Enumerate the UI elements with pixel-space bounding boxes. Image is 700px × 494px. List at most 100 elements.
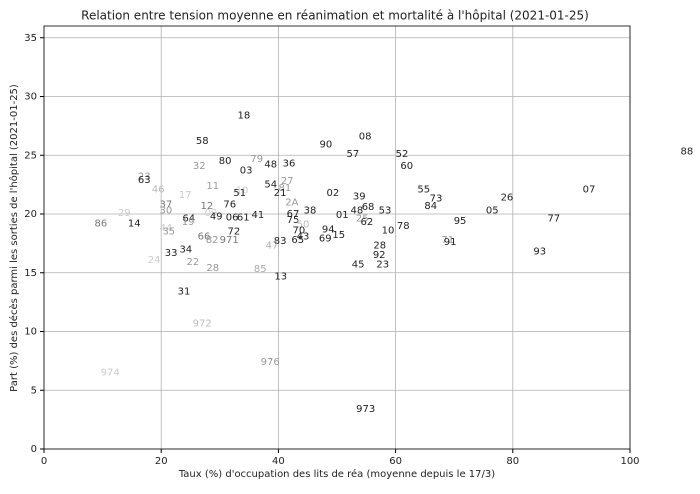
point-label: 58	[196, 136, 209, 147]
point-label: 45	[352, 260, 365, 271]
point-label: 25	[356, 214, 369, 225]
x-tick-label: 100	[620, 456, 639, 467]
x-tick-label: 60	[389, 456, 402, 467]
point-label: 28	[373, 241, 386, 252]
point-label: 78	[397, 221, 410, 232]
point-label: 11	[206, 181, 219, 192]
point-label: 29	[118, 208, 131, 219]
point-label: 50	[297, 220, 310, 231]
point-label: 37	[160, 200, 173, 211]
point-label: 06	[226, 213, 239, 224]
point-label: 35	[162, 227, 175, 238]
x-axis-label: Taux (%) d'occupation des lits de réa (m…	[178, 468, 495, 480]
point-label: 02	[327, 188, 340, 199]
point-label: 91	[444, 237, 457, 248]
point-label: 12	[201, 201, 214, 212]
point-label: 976	[261, 357, 280, 368]
y-tick-label: 30	[24, 92, 37, 103]
point-label: 61	[237, 213, 250, 224]
point-label: 44	[160, 223, 173, 234]
point-label: 2A	[285, 197, 298, 208]
point-label: 49	[210, 211, 223, 222]
point-label: 90	[319, 140, 332, 151]
point-label: 83	[274, 236, 287, 247]
point-label: 88	[680, 147, 693, 158]
point-label: 43	[297, 231, 310, 242]
point-label: 62	[361, 217, 374, 228]
plot-frame	[43, 25, 631, 450]
point-label: 38	[304, 205, 317, 216]
point-label: 60	[400, 161, 413, 172]
point-label: 53	[379, 205, 392, 216]
point-label: 51	[233, 188, 246, 199]
point-label: 07	[583, 184, 596, 195]
point-label: 39	[353, 191, 366, 202]
point-label: 71	[441, 235, 454, 246]
point-label: 47	[266, 241, 279, 252]
point-label: 23	[376, 260, 389, 271]
point-label: 66	[198, 231, 211, 242]
point-label: 08	[359, 131, 372, 142]
point-label: 70	[293, 225, 306, 236]
point-label: 48	[264, 160, 277, 171]
point-label: 03	[240, 166, 253, 177]
point-label: 34	[179, 244, 192, 255]
point-label: 05	[486, 205, 499, 216]
point-label: 19	[182, 217, 195, 228]
point-label: 81	[278, 183, 291, 194]
point-label: 23	[138, 171, 151, 182]
point-label: 92	[373, 250, 386, 261]
x-tick-label: 80	[506, 456, 519, 467]
point-label: 80	[219, 156, 232, 167]
point-label: 72	[227, 227, 240, 238]
point-label: 36	[283, 158, 296, 169]
y-tick-label: 25	[24, 150, 37, 161]
point-label: 79	[250, 154, 263, 165]
point-label: 13	[274, 271, 287, 282]
point-label: 09	[205, 208, 218, 219]
point-label: 17	[179, 190, 192, 201]
point-label: 33	[165, 248, 178, 259]
y-tick-label: 10	[24, 327, 37, 338]
point-label: 972	[193, 318, 212, 329]
point-label: 57	[346, 149, 359, 160]
point-label: 974	[101, 368, 120, 379]
point-label: 67	[287, 209, 300, 220]
point-label: 21	[274, 188, 287, 199]
point-label: 10	[236, 186, 249, 197]
point-label: 73	[430, 194, 443, 205]
y-tick-label: 5	[31, 385, 37, 396]
point-label: 94	[322, 224, 335, 235]
y-tick-label: 15	[24, 268, 37, 279]
point-label: 27	[281, 176, 294, 187]
x-tick-label: 0	[41, 456, 47, 467]
point-label: 26	[501, 193, 514, 204]
point-label: 63	[138, 175, 151, 186]
point-label: 28	[206, 263, 219, 274]
point-label: 77	[547, 214, 560, 225]
point-label: 30	[160, 205, 173, 216]
point-label: 84	[424, 201, 437, 212]
y-tick-label: 35	[24, 33, 37, 44]
point-label: 68	[362, 202, 375, 213]
point-label: 93	[533, 247, 546, 258]
point-label: 32	[193, 161, 206, 172]
point-label: 76	[223, 200, 236, 211]
point-label: 22	[186, 257, 199, 268]
point-label: 18	[237, 110, 250, 121]
point-label: 95	[454, 216, 467, 227]
point-label: 65	[291, 235, 304, 246]
point-label: 46	[152, 184, 165, 195]
point-label: 48	[351, 205, 364, 216]
point-label: 14	[128, 218, 141, 229]
point-label: 31	[178, 287, 191, 298]
point-label: 64	[182, 214, 195, 225]
point-label: 69	[319, 234, 332, 245]
x-tick-label: 20	[155, 456, 168, 467]
y-tick-label: 20	[24, 209, 37, 220]
point-label: 85	[254, 264, 267, 275]
point-label: 52	[396, 149, 409, 160]
point-label: 82	[206, 235, 219, 246]
point-label: 86	[94, 218, 107, 229]
